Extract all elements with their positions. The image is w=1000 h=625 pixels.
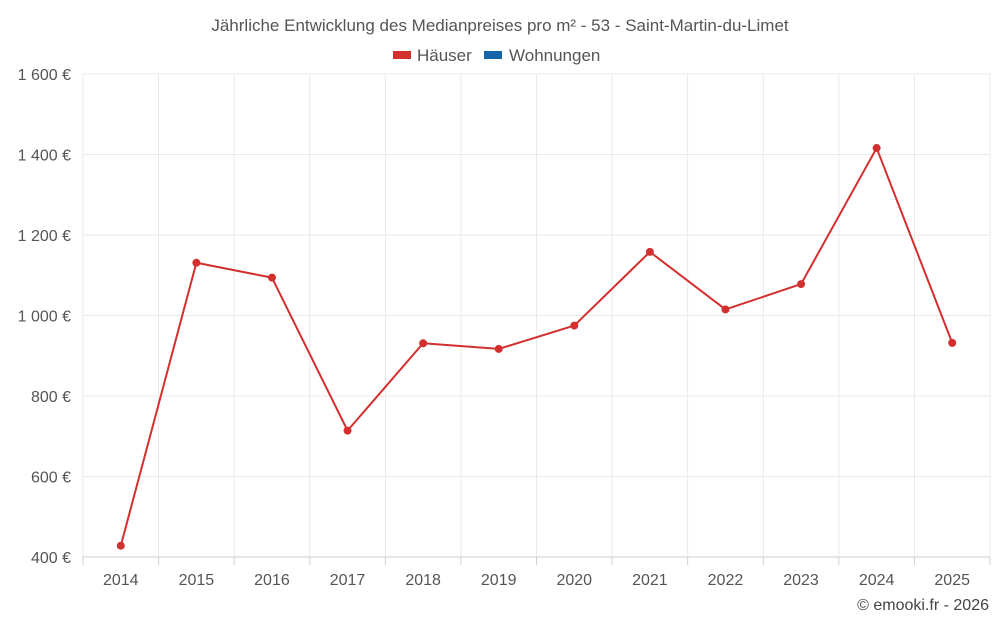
data-point-hauser-2023[interactable] — [797, 280, 806, 289]
legend-swatch-hauser — [393, 51, 411, 59]
data-point-hauser-2025[interactable] — [948, 338, 957, 347]
data-point-hauser-2017[interactable] — [343, 426, 352, 435]
x-tick-label-2022: 2022 — [708, 572, 744, 589]
x-tick-label-2014: 2014 — [103, 572, 139, 589]
x-tick-label-2016: 2016 — [254, 572, 290, 589]
data-point-hauser-2014[interactable] — [116, 541, 125, 550]
y-tick-label-1400: 1 400 € — [18, 148, 71, 165]
legend-label-wohnungen[interactable]: Wohnungen — [509, 46, 600, 65]
x-tick-label-2023: 2023 — [783, 572, 819, 589]
y-tick-label-600: 600 € — [31, 470, 71, 487]
legend: Häuser Wohnungen — [393, 46, 600, 65]
data-point-hauser-2018[interactable] — [419, 339, 428, 348]
x-tick-label-2019: 2019 — [481, 572, 517, 589]
data-point-hauser-2022[interactable] — [721, 305, 730, 314]
y-tick-label-1000: 1 000 € — [18, 309, 71, 326]
data-point-hauser-2019[interactable] — [494, 344, 503, 353]
x-tick-label-2015: 2015 — [179, 572, 215, 589]
x-tick-label-2017: 2017 — [330, 572, 366, 589]
x-tick-label-2024: 2024 — [859, 572, 895, 589]
data-point-hauser-2021[interactable] — [645, 247, 654, 256]
data-point-hauser-2020[interactable] — [570, 321, 579, 330]
x-tick-label-2025: 2025 — [934, 572, 970, 589]
x-tick-label-2018: 2018 — [405, 572, 441, 589]
y-tick-label-400: 400 € — [31, 550, 71, 567]
chart-title: Jährliche Entwicklung des Medianpreises … — [211, 16, 789, 35]
y-tick-label-1200: 1 200 € — [18, 228, 71, 245]
x-axis: 2014 2015 2016 2017 2018 2019 2020 2021 2022 2023… — [82, 557, 991, 589]
data-point-hauser-2016[interactable] — [267, 273, 276, 282]
data-point-hauser-2024[interactable] — [872, 144, 881, 153]
series-line-hauser — [119, 147, 954, 546]
legend-label-hauser[interactable]: Häuser — [417, 46, 472, 65]
data-point-hauser-2015[interactable] — [192, 258, 201, 267]
credit-text: © emooki.fr - 2026 — [857, 597, 989, 614]
series-group — [116, 144, 957, 550]
legend-swatch-wohnungen — [484, 51, 502, 59]
x-tick-label-2021: 2021 — [632, 572, 668, 589]
x-tick-label-2020: 2020 — [556, 572, 592, 589]
grid — [82, 73, 991, 558]
y-axis: 400 € 600 € 800 € 1 000 € 1 200 € 1 400 € 1 60… — [18, 67, 71, 567]
y-tick-label-1600: 1 600 € — [18, 67, 71, 84]
y-tick-label-800: 800 € — [31, 389, 71, 406]
